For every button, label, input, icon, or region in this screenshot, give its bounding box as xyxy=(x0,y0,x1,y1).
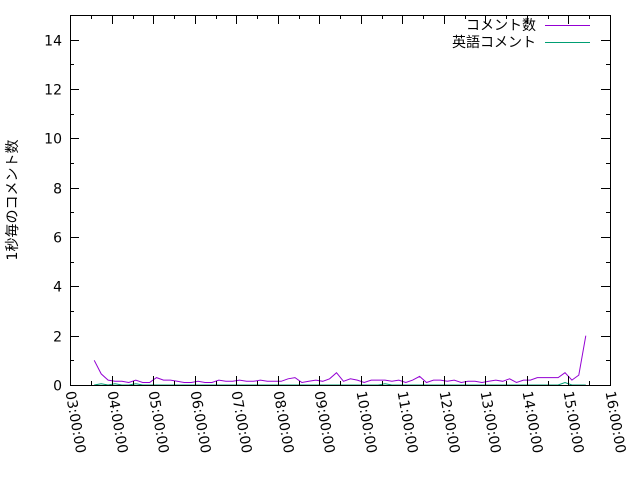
x-tick-label: 04:00:00 xyxy=(104,390,131,455)
x-tick-label: 11:00:00 xyxy=(394,390,421,455)
y-tick-label: 0 xyxy=(53,379,62,395)
y-tick-label: 10 xyxy=(44,132,62,148)
plot-border xyxy=(70,15,611,386)
x-tick-label: 08:00:00 xyxy=(270,390,297,455)
x-tick-label: 03:00:00 xyxy=(62,390,89,455)
x-tick-label: 07:00:00 xyxy=(228,390,255,455)
legend: コメント数 英語コメント xyxy=(452,18,590,51)
x-tick-label: 05:00:00 xyxy=(145,390,172,455)
y-tick-label: 4 xyxy=(53,280,62,296)
x-tick-label: 06:00:00 xyxy=(187,390,214,455)
y-tick-label: 6 xyxy=(53,231,62,247)
legend-label-english-comments: 英語コメント xyxy=(452,34,536,51)
x-tick-label: 14:00:00 xyxy=(519,390,546,455)
y-tick-label: 2 xyxy=(53,330,62,346)
y-tick-label: 8 xyxy=(53,182,62,198)
x-tick-label: 09:00:00 xyxy=(311,390,338,455)
x-tick-label: 13:00:00 xyxy=(477,390,504,455)
x-tick-label: 15:00:00 xyxy=(560,390,587,455)
series-line-0 xyxy=(93,335,587,384)
x-tick-label: 16:00:00 xyxy=(602,390,629,455)
y-tick-label: 14 xyxy=(44,34,62,50)
legend-label-comments: コメント数 xyxy=(466,18,536,34)
series-layer xyxy=(93,335,587,386)
x-tick-label: 10:00:00 xyxy=(353,390,380,455)
x-tick-label: 12:00:00 xyxy=(436,390,463,455)
y-axis-label: 1秒毎のコメント数 xyxy=(5,140,21,261)
ticks: 0 2 4 6 8 10 12 14 03:00:00 04:00:00 05:00:00 06:00… xyxy=(44,15,628,455)
y-tick-label: 12 xyxy=(44,83,62,99)
